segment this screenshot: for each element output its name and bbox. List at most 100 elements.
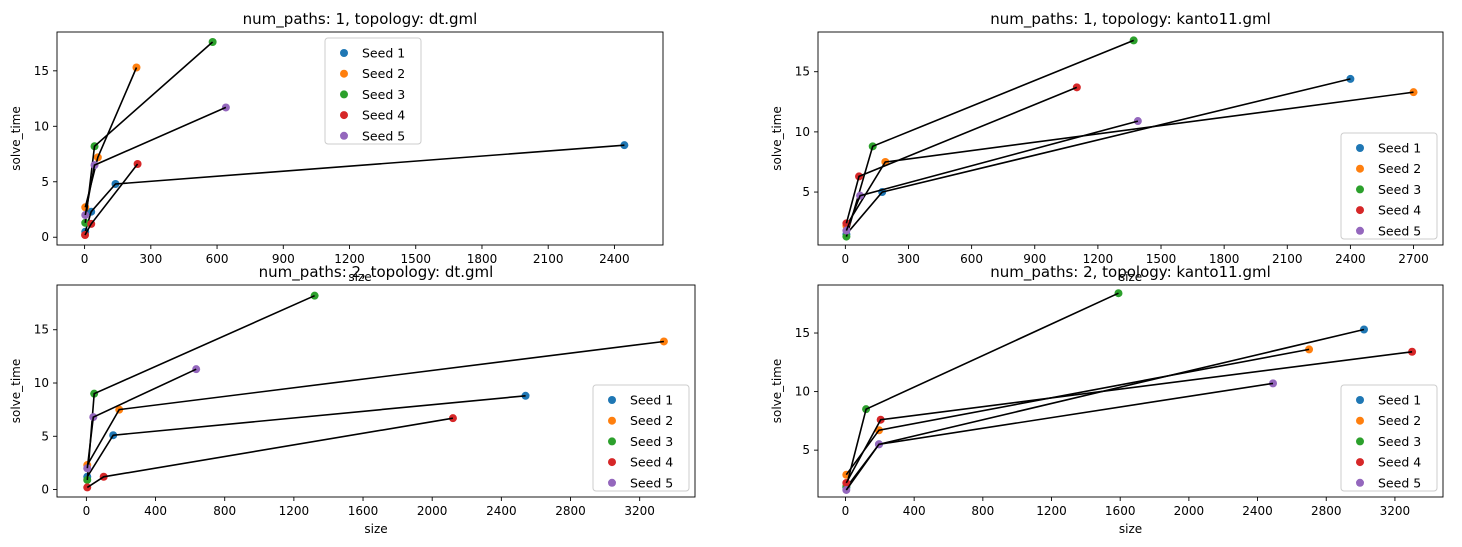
data-point [83,483,92,492]
y-tick-label: 5 [802,185,810,199]
x-tick-label: 600 [960,252,983,266]
data-point [81,211,90,220]
legend-label: Seed 3 [1378,434,1421,449]
y-tick-label: 5 [41,175,49,189]
legend-label: Seed 1 [1378,393,1421,408]
legend-marker [608,396,616,404]
legend-label: Seed 2 [1378,413,1421,428]
x-tick-label: 900 [272,252,295,266]
data-point [1360,325,1369,334]
legend: Seed 1 Seed 2 Seed 3 Seed 4 Seed 5 [592,384,690,492]
x-tick-label: 2400 [599,252,630,266]
y-tick-label: 5 [41,429,49,443]
legend-label: Seed 5 [1378,475,1421,490]
subplot-2: num_paths: 1, topology: kanto11.gml 0 300 6… [770,10,1444,284]
data-point [1072,83,1081,92]
y-axis-label: solve_time [770,106,784,171]
y-tick-label: 0 [41,230,49,244]
legend-label: Seed 5 [630,475,673,490]
legend-label: Seed 1 [630,393,673,408]
y-axis-label: solve_time [9,106,23,171]
legend-marker [1356,458,1364,467]
x-tick-label: 1500 [400,252,431,266]
legend-label: Seed 3 [630,434,673,449]
data-point [81,218,90,227]
y-tick-label: 15 [795,326,810,340]
x-tick-label: 1200 [1036,504,1067,518]
x-tick-label: 300 [139,252,162,266]
x-tick-label: 400 [903,504,926,518]
legend-marker [1356,164,1364,173]
data-point [192,365,201,374]
x-tick-label: 1800 [467,252,498,266]
x-tick-label: 600 [206,252,229,266]
series-line [86,340,664,466]
axes-frame [56,31,664,246]
legend-marker [340,111,348,120]
data-point [1409,88,1418,97]
x-tick-label: 1200 [334,252,365,266]
x-tick-label: 2800 [1311,504,1342,518]
y-axis-label: solve_time [9,359,23,424]
series-line [845,78,1351,235]
legend-marker [608,478,616,487]
legend-label: Seed 5 [362,128,405,143]
axes-frame [817,284,1444,498]
series-line [845,86,1078,224]
chart-title: num_paths: 2, topology: dt.gml [259,263,494,282]
legend-label: Seed 2 [362,66,405,81]
series-line [86,417,454,489]
x-tick-label: 0 [842,252,850,266]
x-tick-label: 2000 [417,504,448,518]
series-seed-5 [81,103,230,220]
legend-marker [1356,396,1364,404]
x-axis-label: size [1119,270,1142,284]
legend-marker [340,49,348,57]
data-point [842,478,851,487]
legend-label: Seed 2 [630,413,673,428]
x-tick-label: 2400 [486,504,517,518]
y-tick-label: 10 [795,125,810,139]
x-tick-label: 0 [83,504,91,518]
x-tick-label: 400 [144,504,167,518]
legend-marker [340,90,348,99]
x-tick-label: 2400 [1242,504,1273,518]
x-tick-label: 2400 [1335,252,1366,266]
y-tick-label: 10 [34,119,49,133]
series-line [845,382,1274,491]
axes-frame [56,284,696,498]
y-tick-label: 15 [34,64,49,78]
subplot-1: num_paths: 1, topology: dt.gml 0 300 600 900… [9,10,664,284]
legend-marker [608,416,616,425]
legend-label: Seed 3 [362,87,405,102]
legend-marker [608,458,616,467]
x-tick-label: 2100 [1272,252,1303,266]
series-seed-2 [842,88,1418,230]
x-tick-label: 2800 [555,504,586,518]
series-line [845,292,1119,487]
legend-marker [1356,226,1364,235]
x-tick-label: 0 [842,504,850,518]
data-point [448,414,457,423]
legend-marker [608,437,616,446]
legend-label: Seed 4 [630,455,673,470]
x-tick-label: 1200 [279,504,310,518]
legend-marker [1356,437,1364,446]
x-tick-label: 0 [81,252,89,266]
x-axis-label: size [1119,522,1142,536]
series-seed-4 [842,83,1081,228]
x-tick-label: 1600 [1105,504,1136,518]
series-seed-4 [842,347,1417,487]
series-seed-5 [842,117,1142,235]
x-tick-label: 3200 [1380,504,1411,518]
legend-marker [340,69,348,78]
series-line [845,91,1414,227]
series-line [86,395,526,478]
x-tick-label: 1600 [348,504,379,518]
legend-marker [1356,144,1364,152]
x-tick-label: 300 [897,252,920,266]
series-seed-4 [81,160,142,240]
legend-marker [1356,185,1364,194]
x-tick-label: 1800 [1209,252,1240,266]
